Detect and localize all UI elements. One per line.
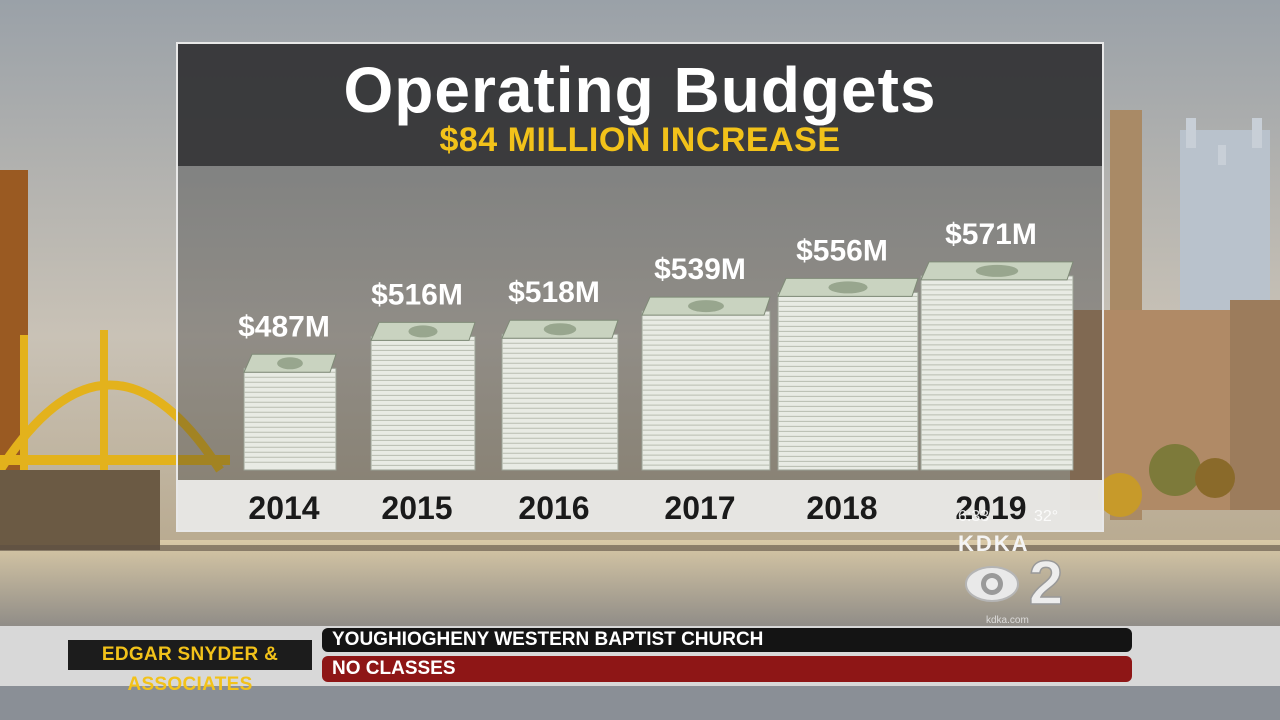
year-label: 2016 [518,490,589,526]
chart-subtitle: $84 MILLION INCREASE [439,121,841,159]
value-label: $516M [371,278,463,311]
year-label: 2015 [381,490,452,526]
year-label: 2017 [664,490,735,526]
temperature: 32° [1034,508,1059,525]
year-band [178,480,1102,530]
year-label: 2014 [248,490,319,526]
cbs-eye-logo-icon: 2 [965,548,1064,619]
money-stack-bar [777,277,919,471]
year-label: 2019 [955,490,1026,526]
chart-title: Operating Budgets [343,54,937,126]
closing-org-name: YOUGHIOGHENY WESTERN BAPTIST CHURCH [322,628,1132,652]
money-stack-bar [243,353,337,471]
title-band: Operating Budgets $84 MILLION INCREASE [178,44,1102,166]
value-label: $518M [508,276,600,309]
closing-status: NO CLASSES [322,656,1132,682]
clock-time: 6:33 [958,508,990,525]
channel-number: 2 [1029,549,1063,618]
value-label: $556M [796,234,888,267]
money-stack-bar [641,296,771,471]
value-label: $487M [238,310,330,343]
value-label: $571M [945,218,1037,251]
station-name: KDKA [958,531,1030,556]
year-label: 2018 [806,490,877,526]
money-stack-bar [370,321,476,471]
station-url: kdka.com [986,615,1029,626]
money-stack-bar [501,319,619,471]
money-stack-bar [920,261,1074,471]
sponsor-label: EDGAR SNYDER & ASSOCIATES [68,640,312,695]
value-label: $539M [654,253,746,286]
